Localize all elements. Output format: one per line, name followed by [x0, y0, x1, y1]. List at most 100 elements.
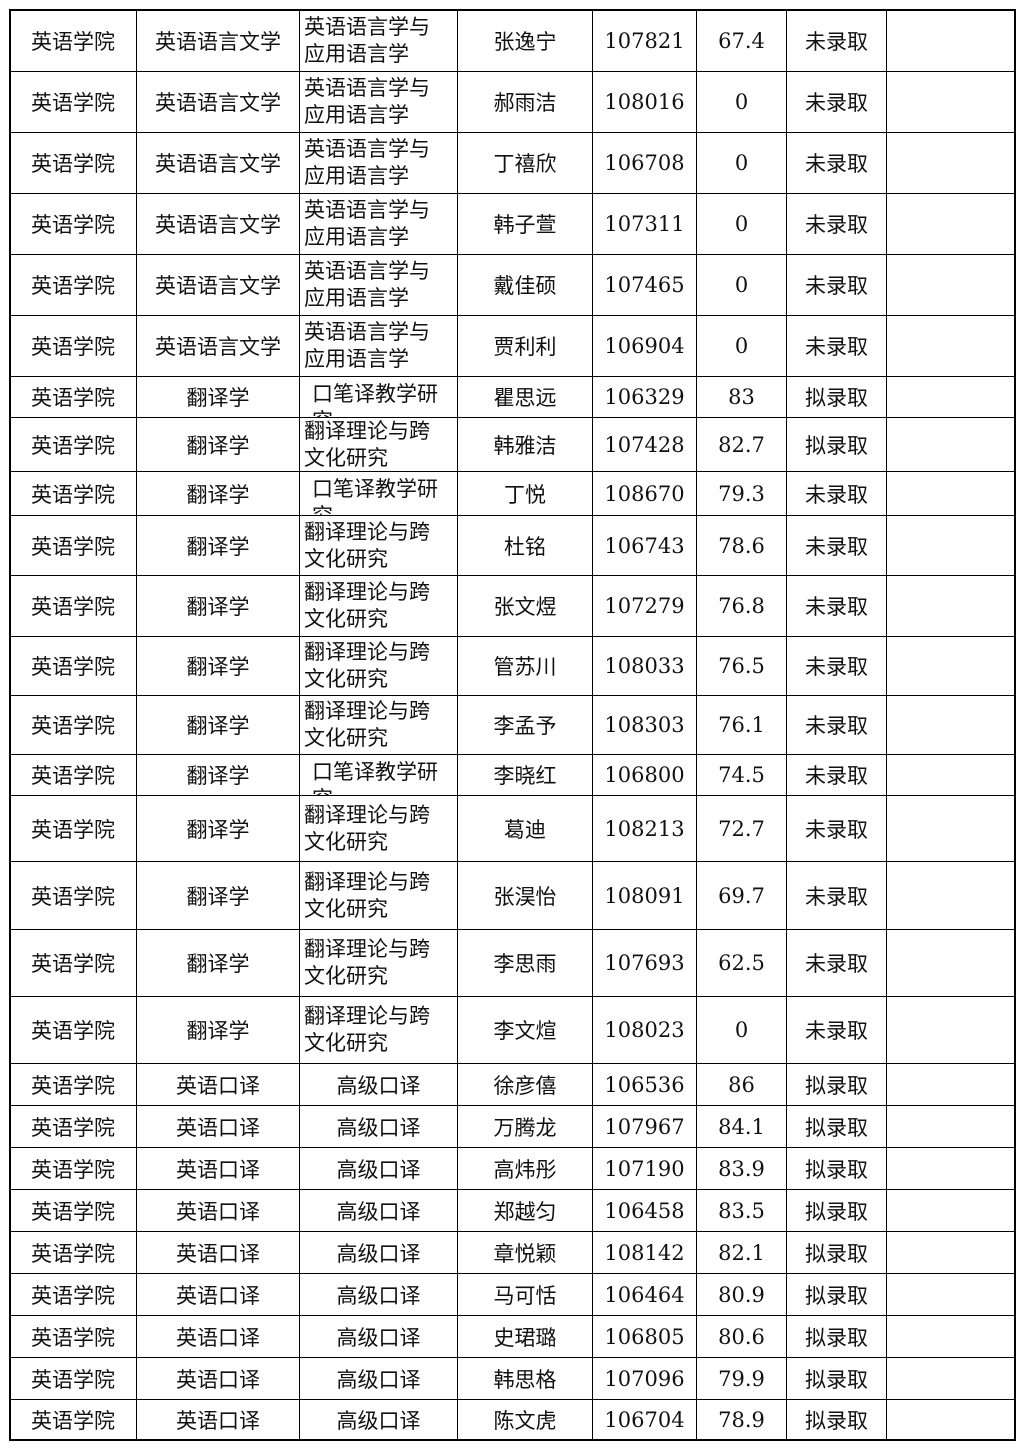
- score-cell: 67.4: [696, 9, 787, 72]
- direction-cell: 翻译理论与跨文化研究: [299, 929, 458, 997]
- score-cell: 79.9: [696, 1357, 787, 1400]
- empty-cell: [886, 1147, 1015, 1190]
- status-cell: 未录取: [786, 132, 887, 194]
- exam-id-cell: 106904: [592, 315, 697, 377]
- direction-cell: 英语语言学与应用语言学: [299, 132, 458, 194]
- exam-id-cell: 108033: [592, 636, 697, 696]
- score-cell: 82.1: [696, 1231, 787, 1274]
- score-cell: 86: [696, 1063, 787, 1106]
- major-cell: 英语语言文学: [136, 71, 300, 133]
- college-cell: 英语学院: [9, 9, 137, 72]
- empty-cell: [886, 132, 1015, 194]
- name-cell: 韩子萱: [457, 193, 593, 255]
- exam-id-cell: 107311: [592, 193, 697, 255]
- exam-id-cell: 108670: [592, 471, 697, 516]
- empty-cell: [886, 254, 1015, 316]
- name-cell: 张逸宁: [457, 9, 593, 72]
- college-cell: 英语学院: [9, 1357, 137, 1400]
- direction-cell: 口笔译教学研究: [299, 376, 458, 418]
- score-cell: 83: [696, 376, 787, 418]
- major-cell: 翻译学: [136, 471, 300, 516]
- college-cell: 英语学院: [9, 575, 137, 637]
- status-cell: 拟录取: [786, 417, 887, 472]
- exam-id-cell: 106704: [592, 1399, 697, 1440]
- status-cell: 未录取: [786, 795, 887, 862]
- direction-cell: 英语语言学与应用语言学: [299, 71, 458, 133]
- direction-cell: 翻译理论与跨文化研究: [299, 861, 458, 930]
- name-cell: 丁悦: [457, 471, 593, 516]
- score-cell: 78.9: [696, 1399, 787, 1440]
- direction-cell: 翻译理论与跨文化研究: [299, 515, 458, 576]
- direction-cell: 高级口译: [299, 1315, 458, 1358]
- status-cell: 拟录取: [786, 1147, 887, 1190]
- status-cell: 未录取: [786, 515, 887, 576]
- name-cell: 郝雨洁: [457, 71, 593, 133]
- major-cell: 翻译学: [136, 929, 300, 997]
- exam-id-cell: 108023: [592, 996, 697, 1064]
- empty-cell: [886, 1063, 1015, 1106]
- status-cell: 未录取: [786, 695, 887, 755]
- college-cell: 英语学院: [9, 996, 137, 1064]
- direction-cell: 高级口译: [299, 1105, 458, 1148]
- exam-id-cell: 108091: [592, 861, 697, 930]
- status-cell: 拟录取: [786, 1105, 887, 1148]
- empty-cell: [886, 1105, 1015, 1148]
- college-cell: 英语学院: [9, 376, 137, 418]
- exam-id-cell: 107279: [592, 575, 697, 637]
- name-cell: 丁禧欣: [457, 132, 593, 194]
- direction-cell: 英语语言学与应用语言学: [299, 315, 458, 377]
- college-cell: 英语学院: [9, 636, 137, 696]
- empty-cell: [886, 515, 1015, 576]
- exam-id-cell: 107465: [592, 254, 697, 316]
- direction-cell: 高级口译: [299, 1063, 458, 1106]
- major-cell: 翻译学: [136, 417, 300, 472]
- direction-cell: 高级口译: [299, 1189, 458, 1232]
- score-cell: 69.7: [696, 861, 787, 930]
- exam-id-cell: 108303: [592, 695, 697, 755]
- empty-cell: [886, 1231, 1015, 1274]
- empty-cell: [886, 315, 1015, 377]
- college-cell: 英语学院: [9, 417, 137, 472]
- empty-cell: [886, 9, 1015, 72]
- name-cell: 瞿思远: [457, 376, 593, 418]
- name-cell: 高炜彤: [457, 1147, 593, 1190]
- major-cell: 英语口译: [136, 1273, 300, 1316]
- status-cell: 拟录取: [786, 1063, 887, 1106]
- empty-cell: [886, 861, 1015, 930]
- empty-cell: [886, 929, 1015, 997]
- direction-cell: 高级口译: [299, 1399, 458, 1440]
- name-cell: 马可恬: [457, 1273, 593, 1316]
- direction-cell: 翻译理论与跨文化研究: [299, 417, 458, 472]
- score-cell: 0: [696, 71, 787, 133]
- college-cell: 英语学院: [9, 929, 137, 997]
- college-cell: 英语学院: [9, 1231, 137, 1274]
- college-cell: 英语学院: [9, 1273, 137, 1316]
- major-cell: 翻译学: [136, 795, 300, 862]
- score-cell: 62.5: [696, 929, 787, 997]
- college-cell: 英语学院: [9, 1105, 137, 1148]
- direction-cell: 高级口译: [299, 1147, 458, 1190]
- college-cell: 英语学院: [9, 71, 137, 133]
- status-cell: 未录取: [786, 575, 887, 637]
- major-cell: 英语口译: [136, 1063, 300, 1106]
- status-cell: 拟录取: [786, 1231, 887, 1274]
- status-cell: 拟录取: [786, 1357, 887, 1400]
- name-cell: 韩雅洁: [457, 417, 593, 472]
- empty-cell: [886, 695, 1015, 755]
- college-cell: 英语学院: [9, 193, 137, 255]
- college-cell: 英语学院: [9, 1189, 137, 1232]
- empty-cell: [886, 1357, 1015, 1400]
- empty-cell: [886, 636, 1015, 696]
- college-cell: 英语学院: [9, 695, 137, 755]
- status-cell: 拟录取: [786, 1273, 887, 1316]
- empty-cell: [886, 754, 1015, 796]
- direction-cell: 高级口译: [299, 1231, 458, 1274]
- direction-cell: 翻译理论与跨文化研究: [299, 996, 458, 1064]
- major-cell: 翻译学: [136, 636, 300, 696]
- college-cell: 英语学院: [9, 254, 137, 316]
- major-cell: 英语语言文学: [136, 315, 300, 377]
- status-cell: 拟录取: [786, 1315, 887, 1358]
- college-cell: 英语学院: [9, 471, 137, 516]
- status-cell: 拟录取: [786, 1399, 887, 1440]
